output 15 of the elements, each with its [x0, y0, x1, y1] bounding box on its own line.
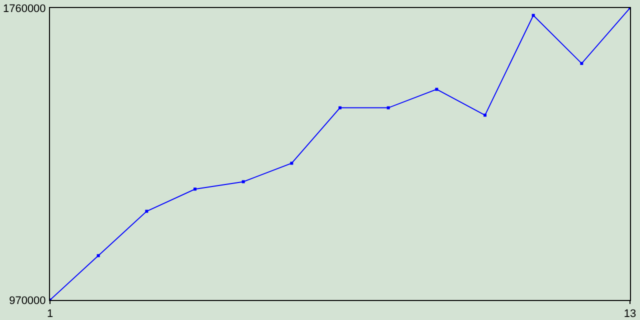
point — [96, 254, 100, 258]
x-tick-label: 1 — [46, 308, 54, 320]
point — [338, 106, 342, 110]
point — [532, 14, 535, 17]
point — [386, 106, 390, 110]
point — [290, 162, 294, 165]
y-tick-label: 970000 — [9, 294, 46, 307]
y-tick-label: 1760000 — [2, 2, 46, 15]
point — [242, 180, 245, 184]
x-tick-label: 13 — [624, 308, 636, 320]
point — [194, 188, 196, 191]
point — [580, 62, 584, 65]
point — [145, 210, 148, 213]
point — [435, 88, 438, 91]
point — [484, 114, 486, 117]
